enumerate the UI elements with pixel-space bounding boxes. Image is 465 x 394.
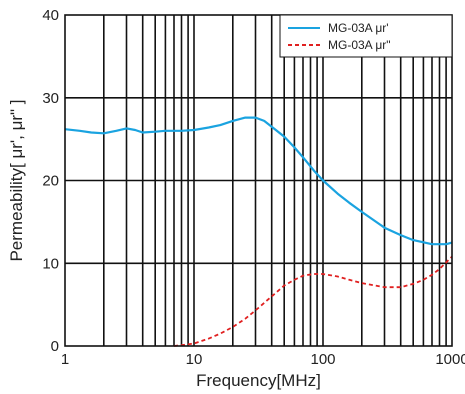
x-tick-label: 100 [310,351,335,368]
y-tick-label: 30 [42,90,59,107]
y-tick-labels: 0 10 20 30 40 [42,7,59,355]
grid-lines [65,15,452,346]
x-tick-label: 1000 [435,351,465,368]
y-tick-label: 40 [42,7,59,24]
x-tick-labels: 1 10 100 1000 [61,351,465,368]
y-tick-label: 20 [42,173,59,190]
y-tick-label: 10 [42,255,59,272]
legend-label-2: MG-03A μr" [328,38,391,52]
y-tick-label: 0 [51,338,59,355]
legend-box [279,14,453,58]
x-tick-label: 10 [186,351,203,368]
legend: MG-03A μr' MG-03A μr" [279,14,453,58]
series-line-1 [64,116,453,246]
x-tick-label: 1 [61,351,69,368]
plot-frame [64,14,453,347]
y-axis-label: Permeability[ μr', μr" ] [7,99,26,261]
x-axis-label: Frequency[MHz] [196,371,321,390]
series-line-2 [173,255,453,347]
legend-label-1: MG-03A μr' [328,21,389,35]
data-curves [64,116,453,347]
